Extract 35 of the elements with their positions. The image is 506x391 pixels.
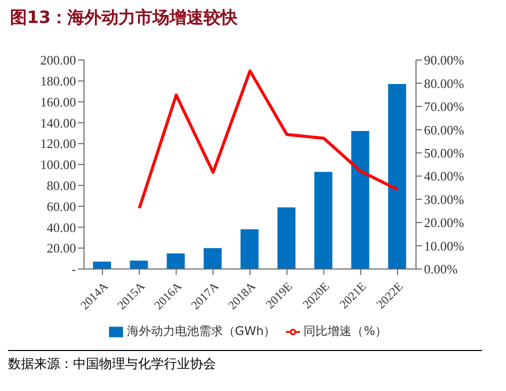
y-tick-label: 60.00 bbox=[46, 198, 76, 214]
chart-title: 图13：海外动力市场增速较快 bbox=[10, 7, 238, 29]
y2-tick-label: 60.00% bbox=[424, 122, 464, 138]
line-series bbox=[138, 69, 400, 210]
y2-tick-label: 80.00% bbox=[424, 76, 464, 91]
y2-tick-label: 20.00% bbox=[424, 215, 464, 230]
y2-tick-label: 90.00% bbox=[424, 52, 464, 68]
bar bbox=[93, 262, 111, 269]
y-tick-label: 140.00 bbox=[40, 115, 76, 130]
y2-tick-label: 0.00% bbox=[424, 262, 458, 277]
legend-label: 海外动力电池需求（GWh） bbox=[126, 324, 276, 338]
y-tick-label: 20.00 bbox=[46, 240, 76, 256]
bar bbox=[277, 207, 296, 269]
y2-tick-label: 40.00% bbox=[424, 168, 464, 184]
y2-tick-label: 30.00% bbox=[424, 192, 464, 207]
y-tick-label: 120.00 bbox=[40, 136, 76, 152]
bar bbox=[314, 172, 332, 269]
legend-label: 同比增速（%） bbox=[304, 324, 388, 338]
y-tick-label: 80.00 bbox=[46, 178, 76, 194]
source-note: 数据来源：中国物理与化学行业协会 bbox=[8, 356, 217, 373]
bar bbox=[240, 229, 259, 269]
y-tick-label: 100.00 bbox=[40, 157, 76, 172]
y2-tick-label: 70.00% bbox=[424, 99, 464, 114]
bar bbox=[351, 131, 370, 269]
y2-tick-label: 10.00% bbox=[424, 238, 464, 254]
bar bbox=[166, 253, 185, 269]
y-tick-label: 40.00 bbox=[46, 220, 76, 235]
y2-tick-label: 50.00% bbox=[424, 146, 464, 161]
y-tick-label: 200.00 bbox=[40, 52, 76, 68]
bar bbox=[388, 84, 406, 269]
y-tick-label: 180.00 bbox=[40, 74, 76, 89]
bar bbox=[204, 248, 222, 269]
bar bbox=[130, 260, 148, 269]
y-tick-label: - bbox=[72, 262, 76, 277]
y-tick-label: 160.00 bbox=[40, 94, 76, 110]
